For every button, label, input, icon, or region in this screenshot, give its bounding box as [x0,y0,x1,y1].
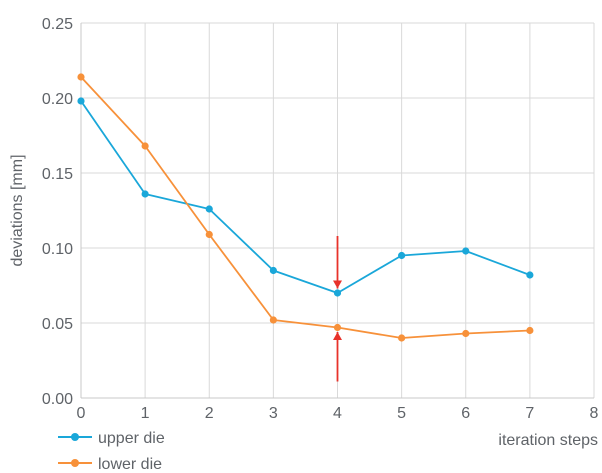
x-tick-label: 7 [525,405,534,422]
x-tick-label: 1 [141,405,150,422]
y-tick-label: 0.10 [42,241,73,258]
series-line-lower-die [80,76,530,339]
data-point-lower-die [333,323,342,332]
data-point-upper-die [141,190,149,198]
data-point-lower-die [398,334,406,342]
grid [80,22,595,399]
data-point-lower-die [205,230,213,239]
x-tick-label: 4 [333,405,342,422]
y-tick-label: 0.20 [42,91,73,108]
annotation-arrow-down [333,236,342,289]
data-point-upper-die [269,266,277,275]
y-tick-label: 0.15 [42,166,73,183]
y-tick-label: 0.05 [42,316,73,333]
data-point-lower-die [141,142,149,150]
data-point-lower-die [462,329,470,338]
data-point-upper-die [77,97,85,105]
data-point-upper-die [462,247,470,255]
data-point-upper-die [333,289,342,297]
legend-marker-dot-upper-die [71,433,79,441]
x-tick-label: 2 [205,405,214,422]
legend: upper die lower die [58,430,165,473]
axes [80,23,594,399]
x-tick-label: 3 [269,405,278,422]
series [77,73,534,342]
x-tick-label: 6 [461,405,470,422]
x-tick-label: 0 [77,405,86,422]
y-tick-label: 0.00 [42,391,73,408]
legend-label-lower-die: lower die [98,456,162,473]
y-axis-label: deviations [mm] [9,154,26,266]
x-tick-label: 5 [397,405,406,422]
annotations [333,236,342,382]
annotation-arrow-up [333,332,342,382]
data-point-lower-die [269,316,277,324]
data-point-upper-die [205,205,213,213]
data-point-lower-die [77,73,85,81]
y-tick-label: 0.25 [42,16,73,33]
data-point-upper-die [398,251,406,260]
x-tick-label: 8 [590,405,599,422]
data-point-lower-die [526,326,534,335]
data-point-upper-die [526,271,534,279]
legend-marker-dot-lower-die [71,459,79,467]
legend-label-upper-die: upper die [98,430,165,447]
tick-labels: 0 1 2 3 4 5 6 7 8 0.00 0.05 0.10 0.15 0.20 0.25 [42,16,599,422]
series-line-upper-die [80,100,531,294]
x-axis-label: iteration steps [498,432,598,449]
